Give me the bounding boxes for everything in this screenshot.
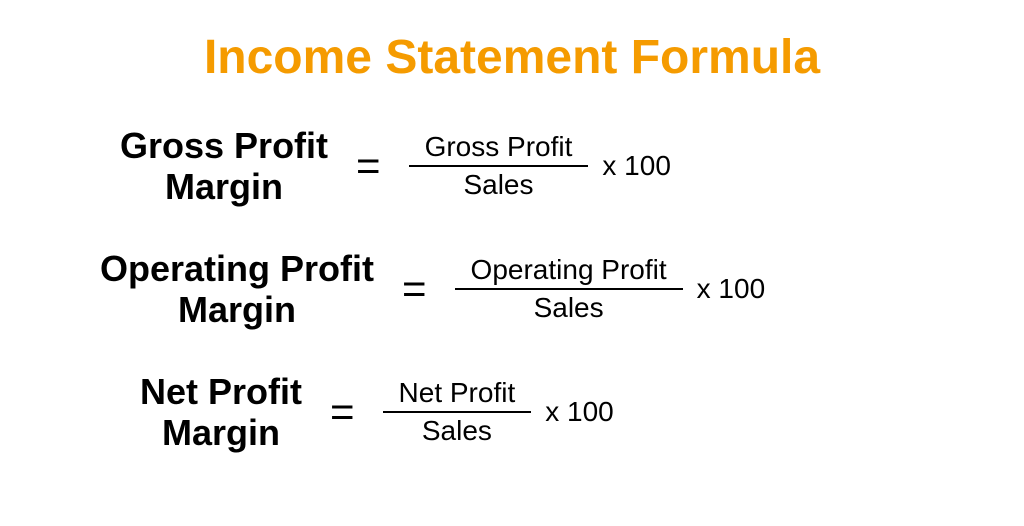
fraction-denominator: Sales <box>518 290 620 324</box>
formula-label: Operating ProfitMargin <box>100 248 374 331</box>
formula-label-line2: Margin <box>140 412 302 453</box>
fraction-numerator: Net Profit <box>383 377 532 411</box>
formula-label-line2: Margin <box>120 166 328 207</box>
formula-label-line1: Net Profit <box>140 371 302 412</box>
fraction-numerator: Gross Profit <box>409 131 589 165</box>
fraction-denominator: Sales <box>406 413 508 447</box>
formula-row: Gross ProfitMargin=Gross ProfitSalesx 10… <box>60 125 964 208</box>
equals-sign: = <box>402 265 427 313</box>
page-title: Income Statement Formula <box>60 30 964 85</box>
formula-label: Gross ProfitMargin <box>120 125 328 208</box>
equals-sign: = <box>356 142 381 190</box>
fraction-numerator: Operating Profit <box>455 254 683 288</box>
fraction: Operating ProfitSales <box>455 254 683 324</box>
formula-label-line2: Margin <box>100 289 374 330</box>
formula-label: Net ProfitMargin <box>140 371 302 454</box>
formula-row: Operating ProfitMargin=Operating ProfitS… <box>60 248 964 331</box>
equals-sign: = <box>330 388 355 436</box>
fraction: Gross ProfitSales <box>409 131 589 201</box>
formula-label-line1: Operating Profit <box>100 248 374 289</box>
formula-label-line1: Gross Profit <box>120 125 328 166</box>
fraction-denominator: Sales <box>447 167 549 201</box>
fraction: Net ProfitSales <box>383 377 532 447</box>
formula-row: Net ProfitMargin=Net ProfitSalesx 100 <box>60 371 964 454</box>
multiplier-text: x 100 <box>602 150 671 182</box>
multiplier-text: x 100 <box>545 396 614 428</box>
formulas-list: Gross ProfitMargin=Gross ProfitSalesx 10… <box>60 125 964 453</box>
multiplier-text: x 100 <box>697 273 766 305</box>
